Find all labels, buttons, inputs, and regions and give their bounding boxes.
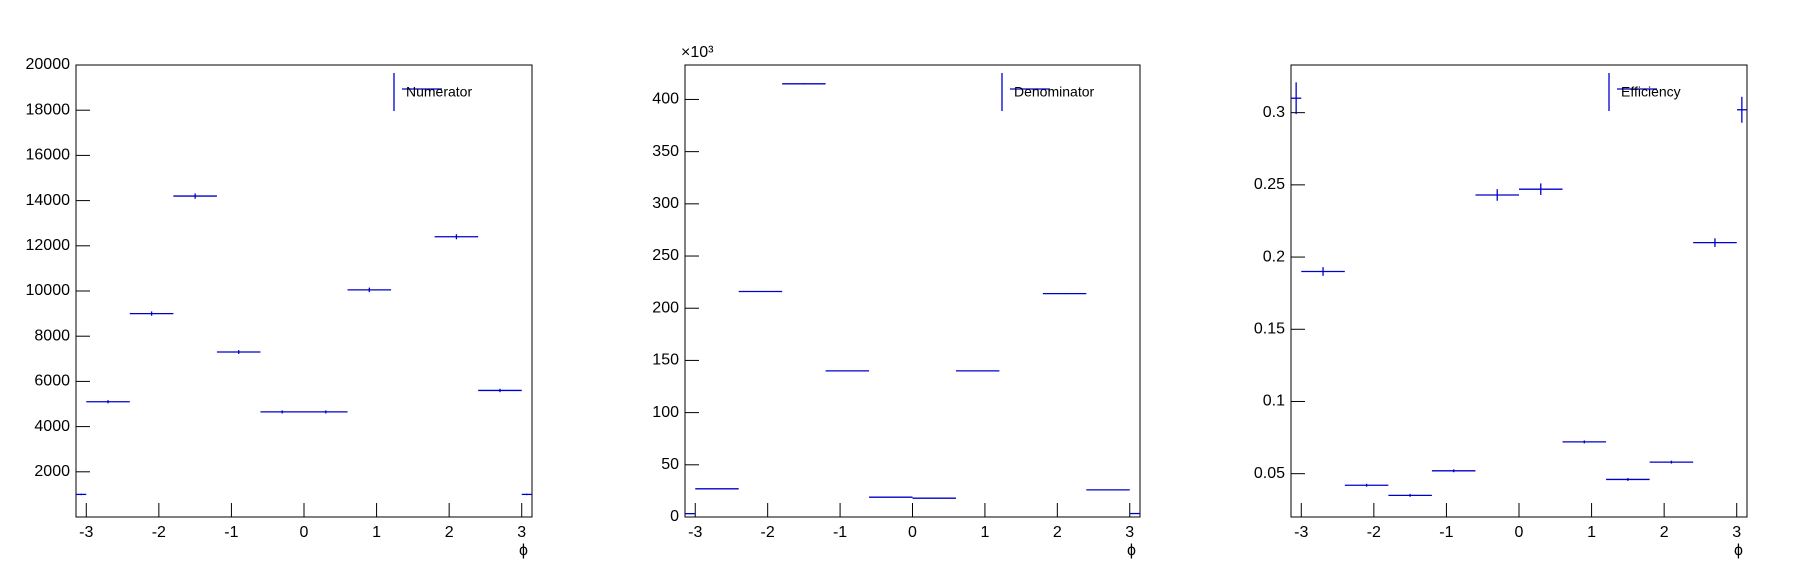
y-tick-label: 0.3	[1263, 104, 1285, 121]
y-tick-label: 8000	[34, 327, 70, 344]
x-tick-label: -2	[1367, 524, 1381, 541]
x-axis-label: ϕ	[519, 542, 528, 559]
y-tick-label: 400	[652, 91, 679, 108]
legend-box	[1597, 73, 1737, 113]
y-tick-label: 14000	[26, 192, 71, 209]
x-tick-label: -3	[1294, 524, 1308, 541]
y-tick-label: 300	[652, 195, 679, 212]
y-tick-label: 4000	[34, 418, 70, 435]
x-tick-label: -2	[761, 524, 775, 541]
x-axis-label: ϕ	[1734, 542, 1743, 559]
y-tick-label: 12000	[26, 237, 71, 254]
x-tick-label: 2	[1053, 524, 1062, 541]
y-tick-label: 0.05	[1254, 465, 1285, 482]
x-tick-label: -1	[224, 524, 238, 541]
x-tick-label: -1	[833, 524, 847, 541]
y-tick-label: 2000	[34, 463, 70, 480]
x-tick-label: -2	[152, 524, 166, 541]
y-tick-label: 16000	[26, 147, 71, 164]
y-tick-label: 150	[652, 352, 679, 369]
y-tick-label: 10000	[26, 282, 71, 299]
panel: 2000 4000 6000 8000 10000 12000 14000 16000 1800…	[26, 56, 533, 559]
x-tick-label: 2	[445, 524, 454, 541]
x-axis-label: ϕ	[1127, 542, 1136, 559]
y-tick-label: 100	[652, 404, 679, 421]
x-tick-label: 2	[1660, 524, 1669, 541]
legend-box	[382, 73, 522, 113]
y-tick-label: 0.15	[1254, 320, 1285, 337]
y-tick-label: 0.25	[1254, 176, 1285, 193]
legend-label: Efficiency	[1621, 84, 1681, 100]
x-tick-label: 1	[1587, 524, 1596, 541]
panel: 0 50 100 150 200 250 300 350 400 -3 -2 -1 0 1 2 3ϕ ×10³ D…	[652, 44, 1141, 559]
y-tick-label: 0.1	[1263, 393, 1285, 410]
x-tick-label: -1	[1439, 524, 1453, 541]
x-tick-label: 0	[908, 524, 917, 541]
y-tick-label: 350	[652, 143, 679, 160]
y-tick-label: 0.2	[1263, 248, 1285, 265]
x-tick-label: 3	[1732, 524, 1741, 541]
y-tick-label: 250	[652, 247, 679, 264]
x-tick-label: -3	[688, 524, 702, 541]
legend-label: Numerator	[406, 84, 472, 100]
y-tick-label: 18000	[26, 101, 71, 118]
x-tick-label: 1	[372, 524, 381, 541]
x-tick-label: 0	[1515, 524, 1524, 541]
plot-frame	[75, 64, 533, 518]
y-multiplier: ×10³	[681, 44, 714, 61]
y-tick-label: 20000	[26, 56, 71, 73]
x-tick-label: 3	[517, 524, 526, 541]
legend-box	[990, 73, 1130, 113]
plot-frame	[1290, 64, 1748, 518]
y-tick-label: 0	[670, 508, 679, 525]
y-tick-label: 50	[661, 456, 679, 473]
x-tick-label: -3	[79, 524, 93, 541]
legend-label: Denominator	[1014, 84, 1094, 100]
x-tick-label: 3	[1125, 524, 1134, 541]
x-tick-label: 0	[300, 524, 309, 541]
y-tick-label: 6000	[34, 373, 70, 390]
y-tick-label: 200	[652, 299, 679, 316]
x-tick-label: 1	[980, 524, 989, 541]
panel: 0.05 0.1 0.15 0.2 0.25 0.3 -3 -2 -1 0 1 2 3ϕ Efficien…	[1254, 64, 1748, 559]
